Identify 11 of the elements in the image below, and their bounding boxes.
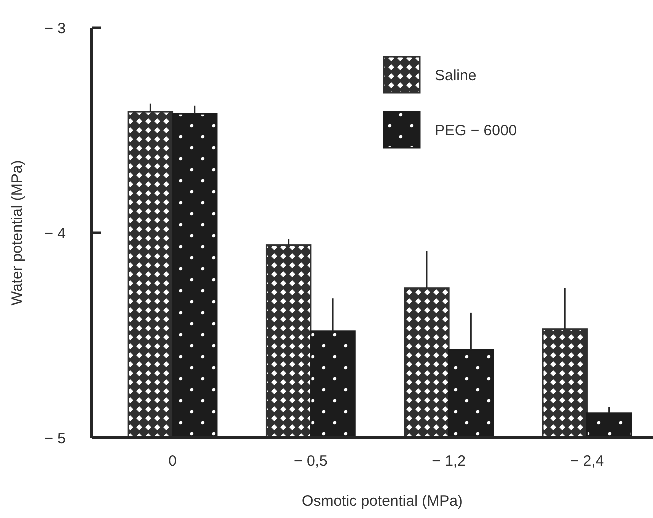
- y-tick-label: − 3: [44, 20, 66, 38]
- legend-label: PEG − 6000: [435, 122, 518, 140]
- x-axis-title: Osmotic potential (MPa): [302, 493, 463, 510]
- y-tick-label: − 5: [44, 430, 66, 448]
- legend-label: Saline: [435, 67, 477, 84]
- x-tick-label: 0: [168, 453, 177, 470]
- y-tick-label: − 4: [44, 225, 66, 242]
- x-tick-label: − 0,5: [294, 453, 328, 470]
- x-tick-label: − 1,2: [432, 453, 466, 470]
- x-tick-label: − 2,4: [570, 453, 604, 470]
- y-axis-title: Water potential (MPa): [9, 160, 26, 306]
